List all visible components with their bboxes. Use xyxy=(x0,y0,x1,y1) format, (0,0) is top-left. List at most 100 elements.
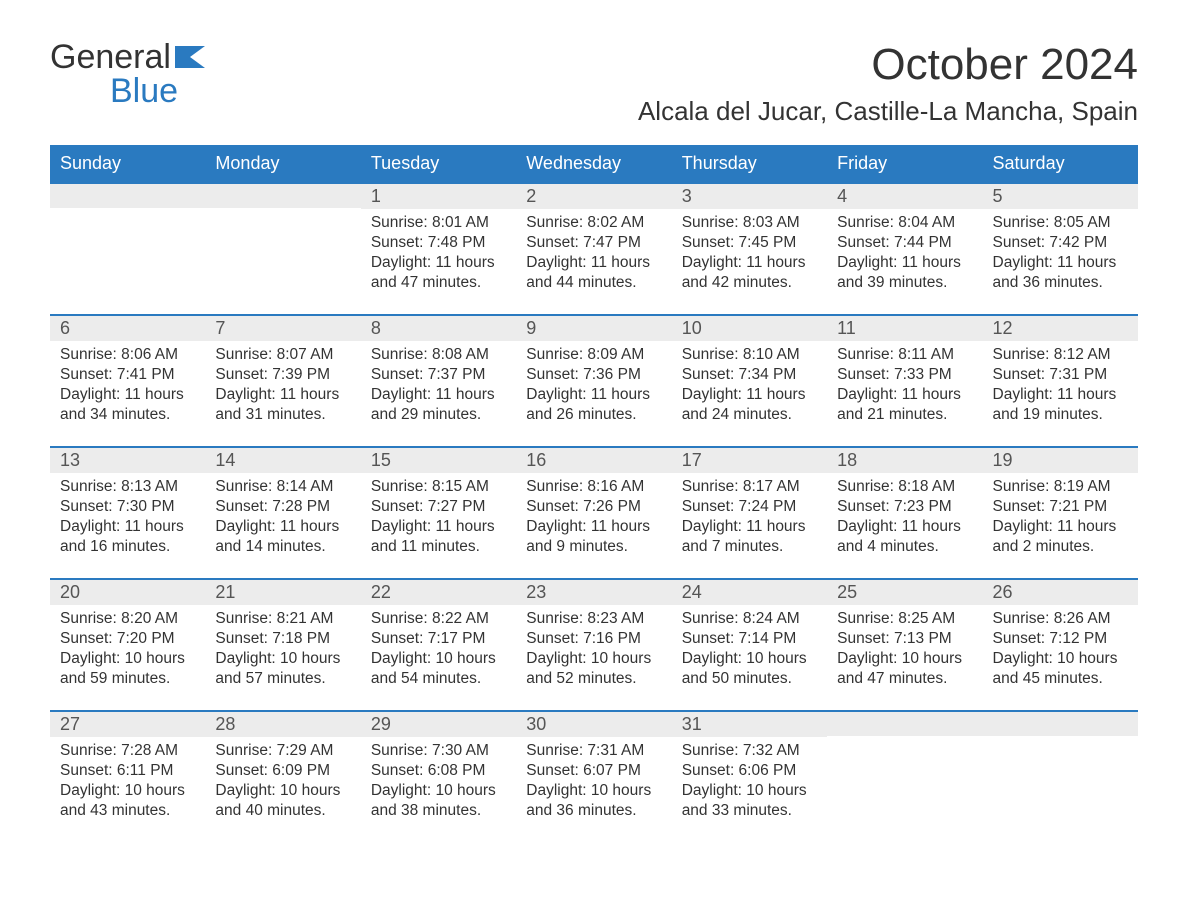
day-daylight2: and 33 minutes. xyxy=(682,801,817,821)
day-number-bar: 1 xyxy=(361,182,516,209)
day-daylight1: Daylight: 11 hours xyxy=(682,385,817,405)
day-info: Sunrise: 8:11 AMSunset: 7:33 PMDaylight:… xyxy=(827,341,982,436)
day-sunrise: Sunrise: 8:13 AM xyxy=(60,477,195,497)
day-number-bar: 25 xyxy=(827,578,982,605)
day-sunrise: Sunrise: 8:10 AM xyxy=(682,345,817,365)
day-info: Sunrise: 8:02 AMSunset: 7:47 PMDaylight:… xyxy=(516,209,671,304)
day-sunset: Sunset: 7:13 PM xyxy=(837,629,972,649)
day-sunrise: Sunrise: 8:06 AM xyxy=(60,345,195,365)
day-number-bar: 14 xyxy=(205,446,360,473)
day-daylight1: Daylight: 11 hours xyxy=(837,253,972,273)
day-sunrise: Sunrise: 8:07 AM xyxy=(215,345,350,365)
day-sunset: Sunset: 7:12 PM xyxy=(993,629,1128,649)
calendar-day-cell: 1Sunrise: 8:01 AMSunset: 7:48 PMDaylight… xyxy=(361,182,516,314)
calendar-day-cell: 18Sunrise: 8:18 AMSunset: 7:23 PMDayligh… xyxy=(827,446,982,578)
day-daylight2: and 42 minutes. xyxy=(682,273,817,293)
calendar-day-cell: 21Sunrise: 8:21 AMSunset: 7:18 PMDayligh… xyxy=(205,578,360,710)
calendar-day-cell: 24Sunrise: 8:24 AMSunset: 7:14 PMDayligh… xyxy=(672,578,827,710)
day-daylight2: and 2 minutes. xyxy=(993,537,1128,557)
day-daylight2: and 14 minutes. xyxy=(215,537,350,557)
day-daylight2: and 54 minutes. xyxy=(371,669,506,689)
day-daylight2: and 47 minutes. xyxy=(837,669,972,689)
calendar-week-row: 1Sunrise: 8:01 AMSunset: 7:48 PMDaylight… xyxy=(50,182,1138,314)
page-header: General Blue October 2024 Alcala del Juc… xyxy=(50,40,1138,137)
calendar-day-cell: 7Sunrise: 8:07 AMSunset: 7:39 PMDaylight… xyxy=(205,314,360,446)
day-daylight1: Daylight: 10 hours xyxy=(60,649,195,669)
day-sunset: Sunset: 6:06 PM xyxy=(682,761,817,781)
day-number-bar: 2 xyxy=(516,182,671,209)
day-info: Sunrise: 8:07 AMSunset: 7:39 PMDaylight:… xyxy=(205,341,360,436)
day-info: Sunrise: 8:12 AMSunset: 7:31 PMDaylight:… xyxy=(983,341,1138,436)
day-daylight1: Daylight: 11 hours xyxy=(837,385,972,405)
weekday-header: Friday xyxy=(827,145,982,182)
calendar-day-cell: 17Sunrise: 8:17 AMSunset: 7:24 PMDayligh… xyxy=(672,446,827,578)
day-number-bar: 11 xyxy=(827,314,982,341)
day-daylight1: Daylight: 11 hours xyxy=(993,253,1128,273)
day-daylight2: and 36 minutes. xyxy=(993,273,1128,293)
day-info: Sunrise: 7:30 AMSunset: 6:08 PMDaylight:… xyxy=(361,737,516,832)
day-daylight1: Daylight: 11 hours xyxy=(526,385,661,405)
day-info: Sunrise: 7:29 AMSunset: 6:09 PMDaylight:… xyxy=(205,737,360,832)
day-sunset: Sunset: 7:31 PM xyxy=(993,365,1128,385)
day-number-bar: 9 xyxy=(516,314,671,341)
day-sunrise: Sunrise: 8:11 AM xyxy=(837,345,972,365)
day-daylight2: and 36 minutes. xyxy=(526,801,661,821)
day-sunrise: Sunrise: 8:23 AM xyxy=(526,609,661,629)
calendar-day-cell: 28Sunrise: 7:29 AMSunset: 6:09 PMDayligh… xyxy=(205,710,360,842)
calendar-day-cell: 10Sunrise: 8:10 AMSunset: 7:34 PMDayligh… xyxy=(672,314,827,446)
day-info: Sunrise: 8:19 AMSunset: 7:21 PMDaylight:… xyxy=(983,473,1138,568)
day-sunset: Sunset: 7:34 PM xyxy=(682,365,817,385)
day-info: Sunrise: 8:14 AMSunset: 7:28 PMDaylight:… xyxy=(205,473,360,568)
calendar-day-cell: 31Sunrise: 7:32 AMSunset: 6:06 PMDayligh… xyxy=(672,710,827,842)
calendar-day-cell: 6Sunrise: 8:06 AMSunset: 7:41 PMDaylight… xyxy=(50,314,205,446)
day-sunset: Sunset: 6:11 PM xyxy=(60,761,195,781)
day-number-bar: 30 xyxy=(516,710,671,737)
day-number-bar: 4 xyxy=(827,182,982,209)
day-daylight2: and 31 minutes. xyxy=(215,405,350,425)
calendar-day-cell: 19Sunrise: 8:19 AMSunset: 7:21 PMDayligh… xyxy=(983,446,1138,578)
day-daylight2: and 43 minutes. xyxy=(60,801,195,821)
day-daylight2: and 29 minutes. xyxy=(371,405,506,425)
day-info: Sunrise: 8:21 AMSunset: 7:18 PMDaylight:… xyxy=(205,605,360,700)
day-daylight2: and 57 minutes. xyxy=(215,669,350,689)
calendar-day-cell: 26Sunrise: 8:26 AMSunset: 7:12 PMDayligh… xyxy=(983,578,1138,710)
day-daylight1: Daylight: 10 hours xyxy=(215,781,350,801)
day-daylight2: and 44 minutes. xyxy=(526,273,661,293)
calendar-day-cell: 20Sunrise: 8:20 AMSunset: 7:20 PMDayligh… xyxy=(50,578,205,710)
calendar-day-cell: 12Sunrise: 8:12 AMSunset: 7:31 PMDayligh… xyxy=(983,314,1138,446)
day-number-bar: 26 xyxy=(983,578,1138,605)
day-daylight2: and 26 minutes. xyxy=(526,405,661,425)
calendar-week-row: 6Sunrise: 8:06 AMSunset: 7:41 PMDaylight… xyxy=(50,314,1138,446)
calendar-day-cell: 16Sunrise: 8:16 AMSunset: 7:26 PMDayligh… xyxy=(516,446,671,578)
day-info: Sunrise: 8:24 AMSunset: 7:14 PMDaylight:… xyxy=(672,605,827,700)
day-info: Sunrise: 8:23 AMSunset: 7:16 PMDaylight:… xyxy=(516,605,671,700)
day-sunset: Sunset: 7:33 PM xyxy=(837,365,972,385)
day-sunrise: Sunrise: 8:25 AM xyxy=(837,609,972,629)
day-daylight1: Daylight: 10 hours xyxy=(526,649,661,669)
day-sunset: Sunset: 7:28 PM xyxy=(215,497,350,517)
day-sunset: Sunset: 7:21 PM xyxy=(993,497,1128,517)
day-info: Sunrise: 8:22 AMSunset: 7:17 PMDaylight:… xyxy=(361,605,516,700)
day-sunrise: Sunrise: 8:22 AM xyxy=(371,609,506,629)
calendar-day-cell xyxy=(983,710,1138,842)
day-daylight2: and 59 minutes. xyxy=(60,669,195,689)
day-sunset: Sunset: 7:48 PM xyxy=(371,233,506,253)
day-sunrise: Sunrise: 7:28 AM xyxy=(60,741,195,761)
day-sunset: Sunset: 7:37 PM xyxy=(371,365,506,385)
day-daylight1: Daylight: 10 hours xyxy=(526,781,661,801)
day-daylight1: Daylight: 11 hours xyxy=(215,517,350,537)
day-number-bar: 23 xyxy=(516,578,671,605)
day-sunrise: Sunrise: 8:12 AM xyxy=(993,345,1128,365)
day-info: Sunrise: 8:13 AMSunset: 7:30 PMDaylight:… xyxy=(50,473,205,568)
day-sunrise: Sunrise: 8:19 AM xyxy=(993,477,1128,497)
day-sunrise: Sunrise: 7:32 AM xyxy=(682,741,817,761)
day-number-bar: 27 xyxy=(50,710,205,737)
day-number-bar: 6 xyxy=(50,314,205,341)
day-number-bar: 22 xyxy=(361,578,516,605)
day-sunrise: Sunrise: 8:17 AM xyxy=(682,477,817,497)
weekday-header-row: Sunday Monday Tuesday Wednesday Thursday… xyxy=(50,145,1138,182)
day-number-bar: 13 xyxy=(50,446,205,473)
day-sunset: Sunset: 7:27 PM xyxy=(371,497,506,517)
day-info: Sunrise: 8:01 AMSunset: 7:48 PMDaylight:… xyxy=(361,209,516,304)
day-sunrise: Sunrise: 8:02 AM xyxy=(526,213,661,233)
